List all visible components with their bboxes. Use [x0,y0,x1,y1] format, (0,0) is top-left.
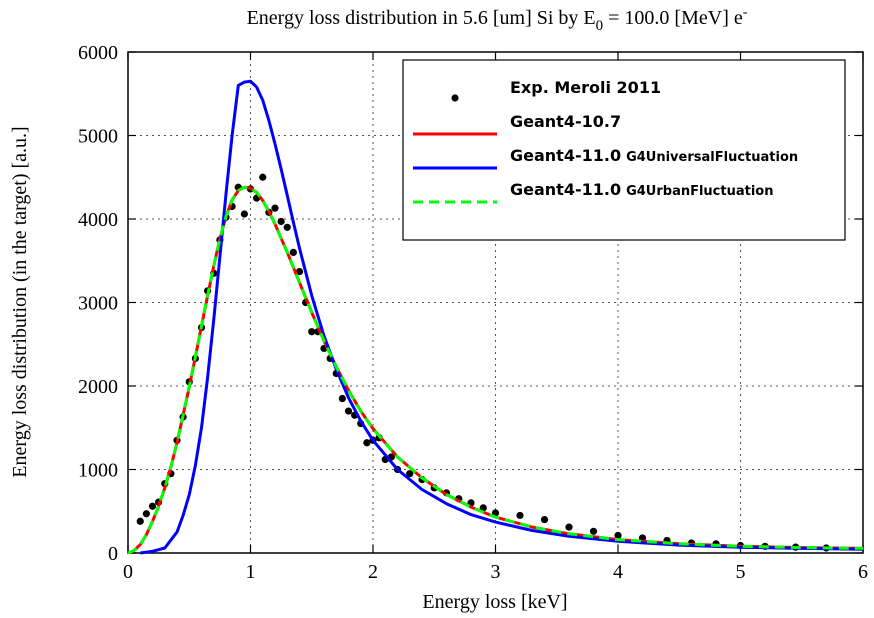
x-tick-label: 4 [613,561,623,583]
series-layer [127,79,864,555]
data-point [479,504,487,512]
data-point [363,439,371,447]
x-tick-label: 0 [123,561,133,583]
y-tick-label: 0 [108,543,118,565]
legend-label-main: Geant4-11.0 [510,146,621,165]
legend-label-main: Geant4-11.0 [510,180,621,199]
y-tick-label: 1000 [78,460,118,482]
title-middle: = 100.0 [MeV] e [603,7,743,29]
x-tick-label: 3 [491,561,501,583]
legend-label-main: Exp. Meroli 2011 [510,78,661,97]
y-tick-label: 4000 [78,209,118,231]
axis-ticks [127,51,864,554]
data-point [295,268,304,276]
legend: Exp. Meroli 2011 Geant4-10.7 Geant4-11.0 G4… [402,59,846,241]
title-superscript: - [743,5,748,20]
data-point [148,502,157,510]
x-tick-label: 1 [246,561,256,583]
x-tick-label: 6 [858,561,868,583]
data-point [240,210,248,218]
data-point [308,328,316,336]
data-point [540,516,549,524]
y-tick-label: 2000 [78,376,118,398]
legend-label-geant4-11-0-g4universalfluctuation: Geant4-11.0 G4UniversalFluctuation [510,146,798,165]
data-point [338,394,346,403]
legend-label-main: Geant4-10.7 [510,112,621,131]
legend-label-suffix: G4UrbanFluctuation [626,184,773,199]
data-point [259,173,267,181]
legend-box [402,59,846,241]
x-tick-label: 2 [368,561,378,583]
y-tick-label: 5000 [78,126,118,148]
data-point [142,510,150,518]
data-point [491,509,500,517]
data-point [406,470,414,478]
legend-label-exp-meroli-2011: Exp. Meroli 2011 [510,78,661,97]
data-point [283,223,291,231]
x-tick-labels: 0 1 2 3 4 5 6 [123,561,868,583]
x-axis-label: Energy loss [keV] [422,591,567,613]
y-axis-label: Energy loss distribution (in the target)… [9,126,31,477]
y-tick-labels: 0 1000 2000 3000 4000 5000 6000 [78,42,118,565]
title-prefix: Energy loss distribution in 5.6 [um] Si … [247,7,596,29]
legend-swatch-exp-meroli-2011 [451,94,459,102]
data-point [277,217,285,226]
data-point [289,248,297,256]
x-tick-label: 5 [736,561,746,583]
data-point [589,527,598,535]
y-tick-label: 6000 [78,42,118,64]
data-point [614,531,622,540]
data-point [136,517,144,525]
data-point [344,407,353,415]
title-subscript: 0 [596,18,604,34]
legend-label-geant4-11-0-g4urbanfluctuation: Geant4-11.0 G4UrbanFluctuation [510,180,774,199]
data-point [516,511,524,520]
y-tick-label: 3000 [78,293,118,315]
data-point [271,204,279,212]
data-point [565,523,573,531]
series-line-geant4-11-0-g4universalfluctuation [140,79,864,555]
chart-title: Energy loss distribution in 5.6 [um] Si … [247,5,748,34]
legend-label-suffix: G4UniversalFluctuation [626,150,798,165]
series-line-geant4-11-0-g4urbanfluctuation [127,185,864,555]
legend-label-geant4-10-7: Geant4-10.7 [510,112,621,131]
